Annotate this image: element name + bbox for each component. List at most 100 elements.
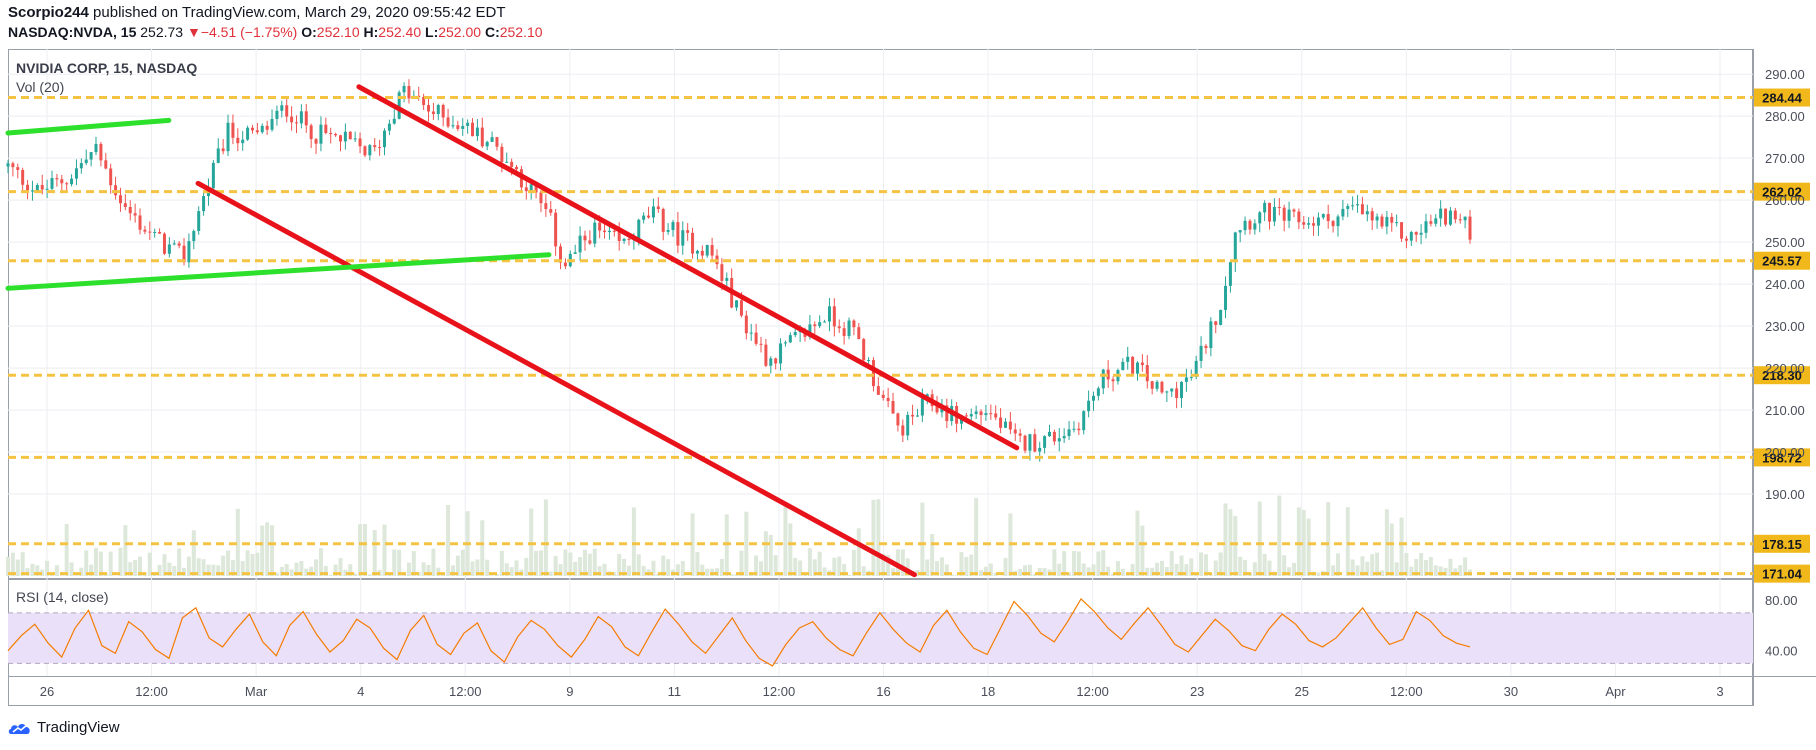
volume-bar bbox=[108, 551, 113, 576]
volume-bar bbox=[548, 571, 553, 576]
candle-body bbox=[627, 238, 631, 240]
volume-bar bbox=[993, 572, 998, 576]
volume-bar bbox=[1238, 556, 1243, 576]
volume-bar bbox=[289, 569, 294, 576]
rsi-indicator-label[interactable]: RSI (14, close) bbox=[16, 589, 109, 605]
candle-body bbox=[920, 398, 924, 416]
candle-body bbox=[35, 184, 39, 191]
tradingview-wordmark: TradingView bbox=[37, 719, 120, 736]
tradingview-logo[interactable]: TradingView bbox=[8, 719, 120, 736]
candle-body bbox=[1077, 428, 1081, 431]
volume-bar bbox=[876, 499, 881, 576]
level-badge bbox=[1754, 182, 1810, 201]
volume-bar bbox=[182, 567, 187, 576]
candle-body bbox=[343, 131, 347, 142]
volume-bar bbox=[338, 558, 343, 576]
candle-body bbox=[534, 184, 538, 193]
volume-indicator-label[interactable]: Vol (20) bbox=[16, 79, 65, 95]
candle-body bbox=[1272, 207, 1276, 222]
volume-bar bbox=[94, 547, 99, 576]
level-price-label: 178.15 bbox=[1762, 537, 1802, 552]
volume-bar bbox=[392, 549, 397, 576]
candle-body bbox=[334, 133, 338, 136]
volume-bar bbox=[294, 562, 299, 576]
candle-body bbox=[153, 231, 157, 233]
candle-body bbox=[578, 235, 582, 253]
volume-bar bbox=[1301, 509, 1306, 576]
candle-body bbox=[427, 105, 431, 112]
volume-bar bbox=[196, 558, 201, 576]
candle-body bbox=[187, 241, 191, 263]
candle-body bbox=[1003, 421, 1007, 428]
candle-body bbox=[162, 233, 166, 254]
candle-body bbox=[490, 137, 494, 142]
candle-body bbox=[906, 414, 910, 436]
candle-body bbox=[50, 178, 54, 189]
candle-body bbox=[1165, 391, 1169, 393]
volume-bar bbox=[602, 563, 607, 576]
symbol-label[interactable]: NASDAQ:NVDA, 15 bbox=[8, 24, 137, 40]
candle-body bbox=[275, 110, 279, 119]
candle-body bbox=[1145, 365, 1149, 382]
candle-body bbox=[979, 411, 983, 416]
volume-bar bbox=[118, 547, 123, 576]
candle-body bbox=[842, 328, 846, 337]
candles bbox=[6, 79, 1472, 462]
volume-bar bbox=[964, 557, 969, 576]
pane-separator[interactable] bbox=[8, 578, 1753, 580]
candle-body bbox=[1375, 216, 1379, 221]
volume-bar bbox=[343, 569, 348, 576]
candle-body bbox=[89, 152, 93, 160]
volume-bar bbox=[1433, 565, 1438, 576]
candle-body bbox=[681, 230, 685, 246]
grid-lines bbox=[8, 49, 1753, 676]
volume-bar bbox=[1023, 565, 1028, 576]
candle-body bbox=[21, 169, 25, 185]
candle-body bbox=[1096, 388, 1100, 396]
volume-bar bbox=[641, 565, 646, 576]
candle-body bbox=[211, 162, 215, 189]
candle-body bbox=[123, 203, 127, 208]
time-axis-divider bbox=[8, 676, 1816, 677]
volume-bar bbox=[1130, 564, 1135, 576]
candle-body bbox=[1385, 216, 1389, 227]
candle-body bbox=[1268, 202, 1272, 222]
candle-body bbox=[832, 306, 836, 327]
volume-bar bbox=[905, 558, 910, 576]
candle-body bbox=[607, 230, 611, 233]
volume-bar bbox=[690, 513, 695, 576]
price-axis-divider bbox=[1753, 49, 1754, 706]
volume-bar bbox=[920, 502, 925, 576]
candle-body bbox=[304, 111, 308, 126]
candle-body bbox=[431, 111, 435, 115]
volume-bar bbox=[969, 554, 974, 576]
horizontal-levels: 284.44 262.02 245.57 218.30 198.72 178.15 171.… bbox=[8, 88, 1810, 583]
volume-bar bbox=[988, 563, 993, 576]
volume-bar bbox=[1174, 563, 1179, 576]
chart-frame[interactable] bbox=[8, 49, 1753, 706]
volume-bar bbox=[1438, 566, 1443, 576]
candle-body bbox=[1434, 218, 1438, 224]
main-pane-title: NVIDIA CORP, 15, NASDAQ bbox=[16, 60, 198, 76]
volume-bar bbox=[284, 564, 289, 576]
volume-bar bbox=[959, 552, 964, 576]
level-price-label: 284.44 bbox=[1762, 91, 1803, 106]
candle-body bbox=[363, 146, 367, 156]
level-badge bbox=[1754, 448, 1810, 467]
candle-body bbox=[6, 163, 10, 167]
volume-bar bbox=[1291, 562, 1296, 576]
candle-body bbox=[637, 219, 641, 239]
time-tick-label: Mar bbox=[245, 684, 268, 699]
candle-body bbox=[1052, 431, 1056, 442]
volume-bar bbox=[40, 569, 45, 576]
volume-bar bbox=[45, 560, 50, 576]
volume-bar bbox=[1062, 551, 1067, 576]
volume-bar bbox=[30, 563, 35, 576]
volume-bar bbox=[881, 553, 886, 576]
candle-body bbox=[466, 122, 470, 126]
candle-body bbox=[30, 190, 34, 192]
candle-body bbox=[911, 414, 915, 417]
author-name[interactable]: Scorpio244 bbox=[8, 4, 89, 21]
volume-bar bbox=[421, 562, 426, 576]
